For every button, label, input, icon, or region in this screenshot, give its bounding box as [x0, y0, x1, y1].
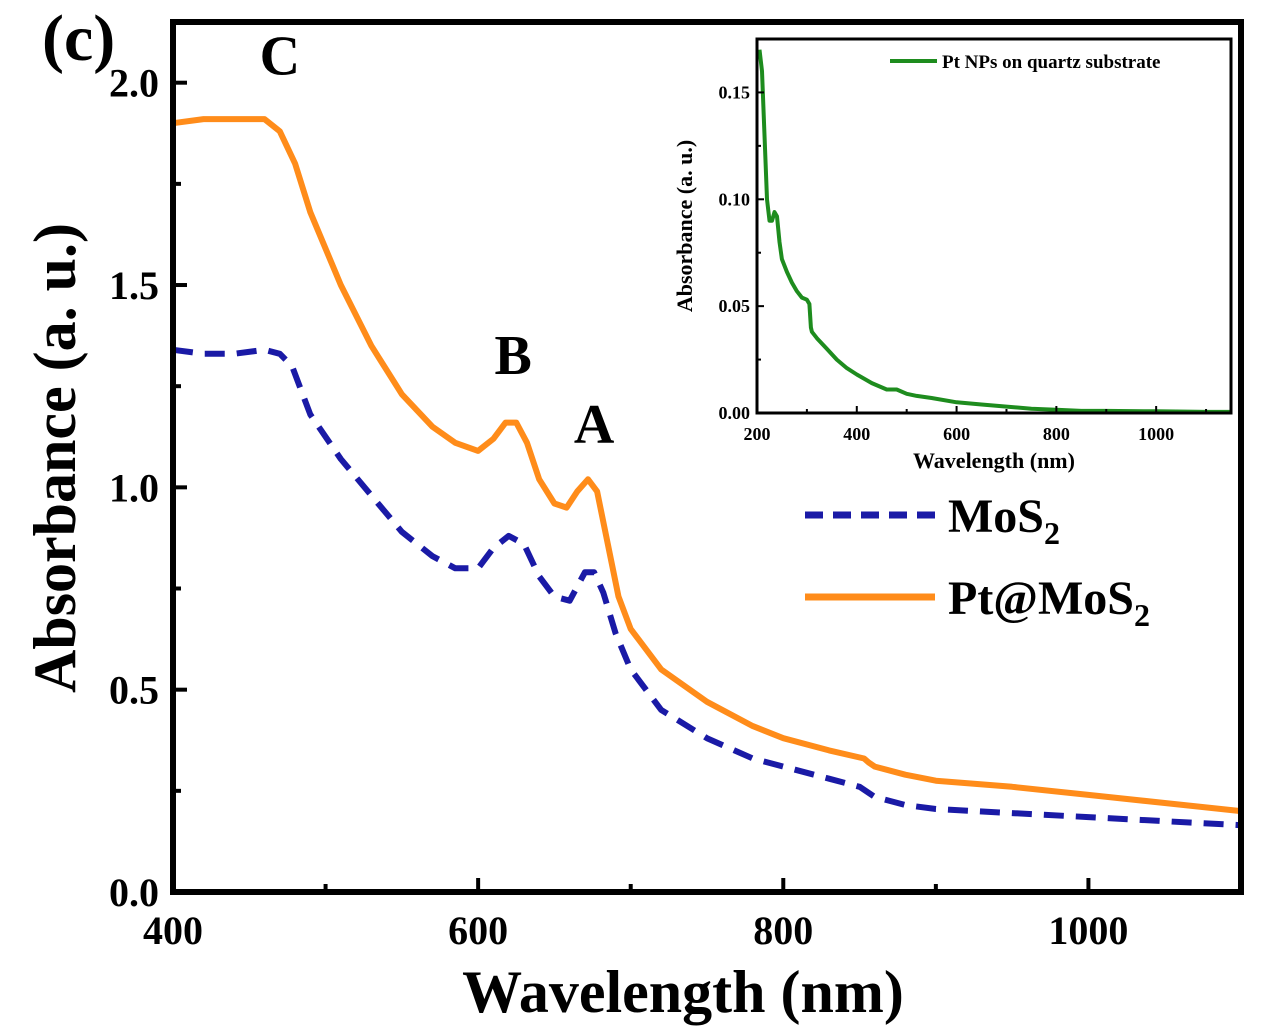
inset-ticks: 200 400 600 800 1000 0.00 0.05 0.10 0.15: [719, 38, 1208, 444]
inset-x-tick-label: 200: [744, 424, 771, 444]
inset-legend-label: Pt NPs on quartz substrate: [942, 52, 1161, 73]
inset-y-tick-label: 0.15: [719, 82, 751, 102]
main-x-tick-label: 1000: [1048, 908, 1128, 953]
inset-x-tick-label: 1000: [1138, 424, 1174, 444]
legend-label-pt-mos2: Pt@MoS2: [948, 572, 1150, 633]
legend-label-mos2-sub: 2: [1044, 515, 1060, 551]
inset-series-line-pt-nps-on-quartz-substrate: [757, 49, 1231, 414]
main-y-tick-label: 1.5: [109, 263, 159, 308]
inset-x-tick-label: 800: [1043, 424, 1070, 444]
main-y-tick-label: 2.0: [109, 61, 159, 106]
peak-label-b: B: [495, 325, 532, 387]
inset-legend: Pt NPs on quartz substrate: [890, 52, 1161, 73]
main-x-tick-label: 600: [448, 908, 508, 953]
main-plot-frame: [170, 19, 1244, 895]
main-x-tick-label: 400: [143, 908, 203, 953]
main-series-group: [172, 116, 1242, 829]
inset-chart: 200 400 600 800 1000 0.00 0.05 0.10 0.15 Wavelen…: [672, 37, 1233, 473]
main-series-line-pt-mos2: [172, 116, 1242, 815]
main-y-tick-label: 0.5: [109, 668, 159, 713]
legend-label-pt-mos2-main: Pt@MoS: [948, 572, 1134, 625]
peak-label-c: C: [260, 26, 300, 88]
inset-x-tick-label: 600: [943, 424, 970, 444]
main-chart: 400 600 800 1000 0.0 0.5 1.0 1.5 2.0 (c) Wavelen…: [22, 2, 1244, 1025]
main-ticks: 400 600 800 1000 0.0 0.5 1.0 1.5 2.0: [109, 61, 1243, 953]
inset-background: [757, 39, 1231, 413]
inset-plot-frame: [755, 37, 1233, 415]
inset-y-tick-label: 0.10: [719, 189, 751, 209]
inset-x-axis-label: Wavelength (nm): [913, 448, 1075, 473]
main-x-tick-label: 800: [753, 908, 813, 953]
main-x-axis-label: Wavelength (nm): [462, 959, 904, 1025]
peak-label-a: A: [574, 394, 615, 456]
inset-y-tick-label: 0.00: [719, 403, 751, 423]
legend-label-mos2: MoS2: [948, 490, 1060, 551]
inset-y-tick-label: 0.05: [719, 296, 751, 316]
inset-series-group: [757, 49, 1231, 414]
panel-label: (c): [42, 2, 115, 75]
inset-y-axis-label: Absorbance (a. u.): [672, 140, 697, 312]
main-y-tick-label: 1.0: [109, 465, 159, 510]
main-legend: MoS2 Pt@MoS2: [805, 490, 1150, 633]
legend-label-pt-mos2-sub: 2: [1134, 597, 1150, 633]
main-y-axis-label: Absorbance (a. u.): [22, 223, 88, 693]
inset-x-tick-label: 400: [843, 424, 870, 444]
main-y-tick-label: 0.0: [109, 870, 159, 915]
legend-label-mos2-main: MoS: [948, 490, 1044, 543]
